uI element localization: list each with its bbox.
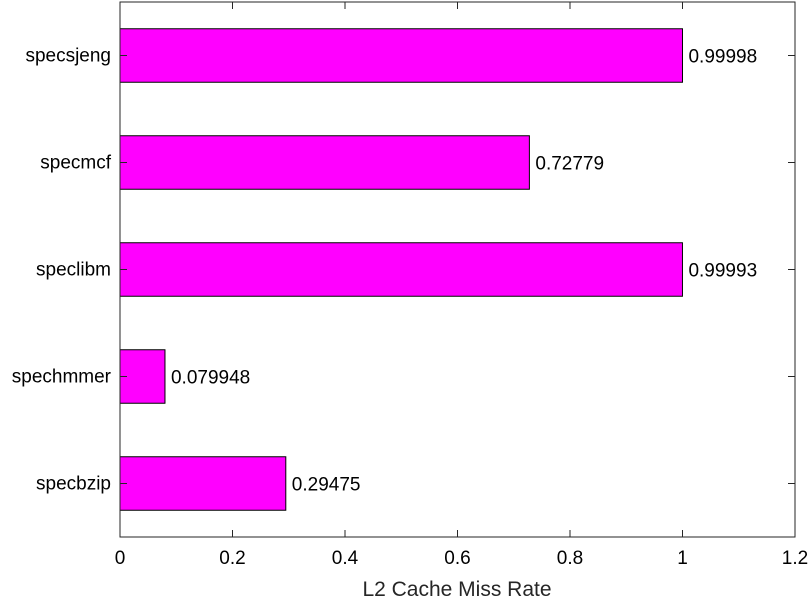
y-tick-label-speclibm: speclibm [36,260,111,281]
x-tick-label-6: 1.2 [782,548,808,569]
y-tick-label-spechmmer: spechmmer [12,367,112,388]
bars-group [119,28,683,511]
y-tick-labels: specbzip spechmmer speclibm specmcf specsjen… [12,46,112,495]
y-tick-label-specsjeng: specsjeng [25,46,111,67]
x-tick-label-1: 0.2 [219,548,245,569]
x-tick-label-5: 1 [677,548,688,569]
data-label-specmcf: 0.72779 [535,154,604,175]
data-label-specbzip: 0.29475 [292,475,361,496]
plot-frame [119,1,796,538]
x-tick-label-0: 0 [115,548,126,569]
data-label-specsjeng: 0.99998 [688,47,757,68]
x-tick-labels: 0 0.2 0.4 0.6 0.8 1 1.2 [115,548,809,569]
bar-specsjeng [119,28,683,83]
bar-speclibm [119,242,683,297]
bar-specmcf [119,135,530,190]
y-tick-label-specmcf: specmcf [40,153,111,174]
data-label-speclibm: 0.99993 [688,261,757,282]
data-label-spechmmer: 0.079948 [171,368,250,389]
x-axis-title: L2 Cache Miss Rate [362,578,551,600]
bar-specbzip [119,456,287,511]
x-tick-label-3: 0.6 [444,548,470,569]
x-tick-label-4: 0.8 [557,548,583,569]
y-tick-label-specbzip: specbzip [36,474,111,495]
bar-spechmmer [119,349,166,404]
data-labels: 0.29475 0.079948 0.99993 0.72779 0.99998 [171,47,757,496]
x-tick-label-2: 0.4 [332,548,359,569]
